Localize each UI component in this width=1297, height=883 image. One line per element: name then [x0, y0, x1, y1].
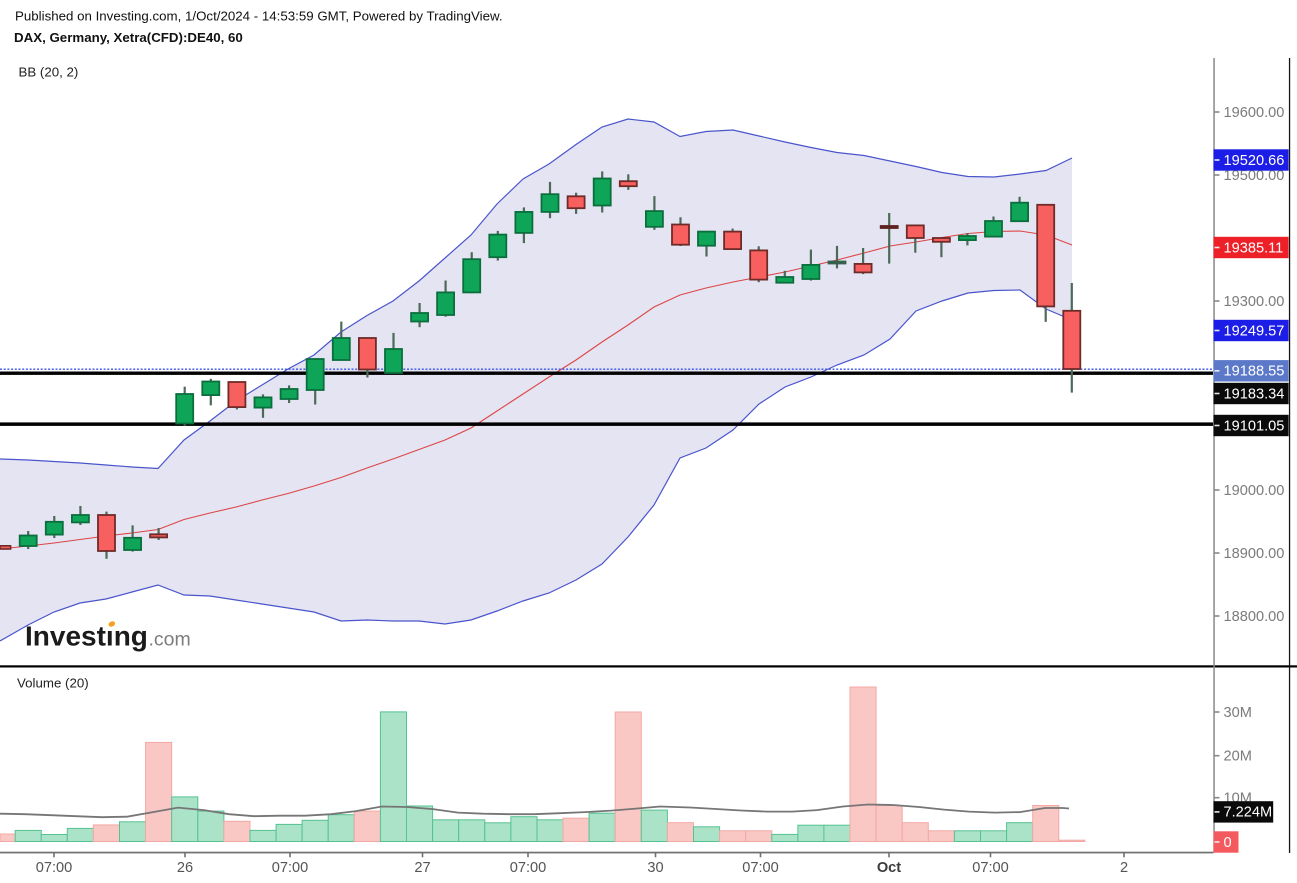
svg-text:19183.34: 19183.34 — [1224, 386, 1285, 402]
svg-text:26: 26 — [177, 860, 193, 876]
svg-text:Investıng: Investıng — [25, 621, 148, 652]
svg-text:19385.11: 19385.11 — [1224, 240, 1284, 256]
svg-text:07:00: 07:00 — [36, 860, 73, 876]
svg-text:2: 2 — [1120, 860, 1128, 876]
svg-text:19300.00: 19300.00 — [1224, 294, 1285, 310]
svg-text:19000.00: 19000.00 — [1224, 483, 1285, 499]
svg-text:19500.00: 19500.00 — [1224, 168, 1285, 184]
svg-text:7.224M: 7.224M — [1224, 805, 1273, 821]
svg-text:.com: .com — [149, 629, 191, 651]
svg-text:18800.00: 18800.00 — [1224, 609, 1285, 625]
svg-text:Volume (20): Volume (20) — [17, 676, 89, 691]
svg-text:20M: 20M — [1224, 749, 1252, 765]
svg-text:Published on Investing.com, 1/: Published on Investing.com, 1/Oct/2024 -… — [15, 8, 503, 23]
svg-text:19188.55: 19188.55 — [1224, 364, 1285, 380]
svg-text:07:00: 07:00 — [742, 860, 779, 876]
svg-text:07:00: 07:00 — [972, 860, 1009, 876]
svg-text:0: 0 — [1224, 835, 1232, 851]
svg-text:DAX, Germany, Xetra(CFD):DE40,: DAX, Germany, Xetra(CFD):DE40, 60 — [14, 30, 243, 45]
svg-text:07:00: 07:00 — [272, 860, 309, 876]
svg-text:07:00: 07:00 — [510, 860, 547, 876]
svg-text:30: 30 — [647, 860, 663, 876]
svg-text:19600.00: 19600.00 — [1224, 105, 1285, 121]
svg-text:30M: 30M — [1224, 705, 1252, 721]
svg-text:19520.66: 19520.66 — [1224, 153, 1285, 169]
svg-text:18900.00: 18900.00 — [1224, 546, 1285, 562]
svg-text:Oct: Oct — [877, 860, 901, 876]
svg-text:19101.05: 19101.05 — [1224, 418, 1285, 434]
svg-text:19249.57: 19249.57 — [1224, 323, 1285, 339]
svg-text:27: 27 — [414, 860, 430, 876]
svg-text:BB (20, 2): BB (20, 2) — [19, 65, 79, 80]
